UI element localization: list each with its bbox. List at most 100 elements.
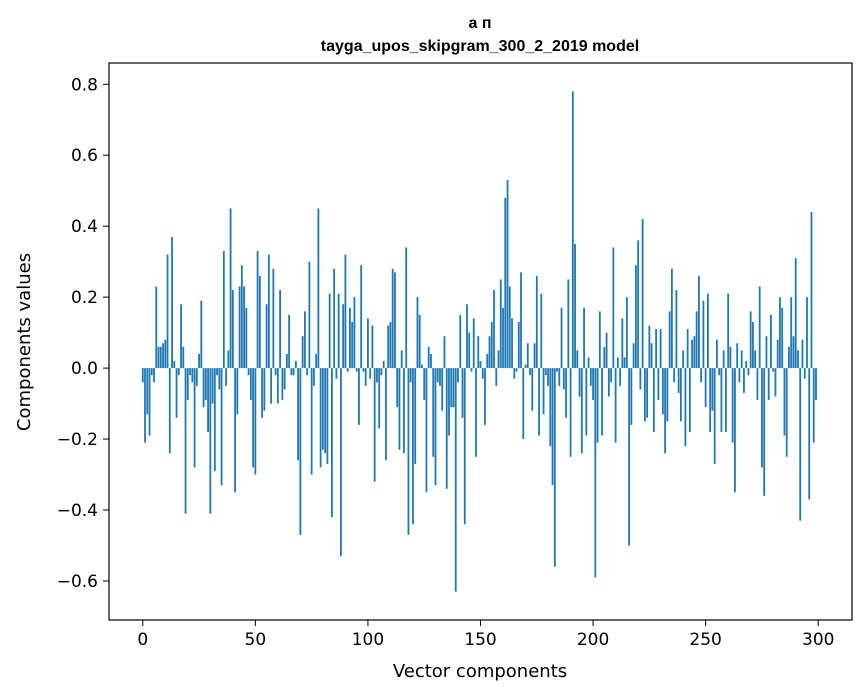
bar-component-292 [799, 368, 802, 521]
bar-component-69 [297, 368, 300, 461]
bar-component-230 [659, 329, 662, 369]
bar-component-192 [574, 243, 576, 369]
bar-component-148 [475, 368, 477, 457]
bar-component-184 [556, 368, 558, 372]
bar-component-24 [195, 368, 198, 386]
bar-component-130 [434, 368, 437, 486]
bar-component-119 [409, 368, 412, 383]
bar-component-124 [421, 364, 423, 369]
bar-component-57 [270, 368, 273, 404]
bar-component-141 [459, 314, 462, 369]
bar-component-183 [553, 368, 556, 567]
bar-component-193 [576, 350, 579, 369]
bar-component-257 [720, 368, 723, 432]
bar-component-200 [592, 368, 594, 401]
bar-component-102 [371, 325, 374, 369]
bar-component-194 [578, 368, 581, 397]
bar-component-278 [767, 368, 770, 401]
bar-component-178 [542, 368, 545, 415]
bar-component-161 [504, 197, 507, 369]
bar-component-189 [567, 279, 570, 369]
bar-component-81 [324, 368, 327, 454]
bar-component-215 [625, 297, 628, 369]
x-tick-label: 300 [802, 630, 834, 650]
bar-component-269 [747, 368, 750, 376]
bar-component-15 [175, 368, 178, 418]
bar-component-5 [153, 368, 155, 383]
y-tick-label: −0.2 [57, 430, 98, 450]
bar-component-235 [670, 268, 673, 369]
bar-component-185 [558, 368, 561, 386]
bar-component-274 [758, 286, 761, 369]
x-axis-label: Vector components [393, 661, 567, 682]
bar-component-86 [335, 368, 338, 379]
bar-component-97 [360, 265, 363, 369]
bar-component-252 [709, 368, 712, 432]
bar-component-208 [610, 368, 612, 383]
bar-component-244 [691, 339, 694, 369]
bar-component-286 [785, 368, 788, 457]
bar-component-218 [632, 343, 635, 369]
bar-component-279 [770, 314, 772, 369]
bar-component-188 [565, 368, 567, 418]
bar-component-92 [349, 307, 351, 369]
bar-component-144 [466, 304, 468, 369]
bar-component-237 [675, 290, 678, 369]
bar-component-205 [603, 346, 606, 369]
bar-component-112 [394, 272, 396, 369]
bar-component-67 [292, 368, 295, 376]
bar-component-101 [369, 368, 372, 379]
bar-component-108 [385, 368, 387, 461]
bar-component-131 [436, 368, 439, 383]
bar-component-106 [380, 368, 383, 376]
bar-component-291 [797, 350, 799, 369]
bar-component-125 [423, 368, 426, 401]
bar-component-243 [688, 368, 691, 432]
bar-component-54 [263, 368, 266, 411]
bar-component-203 [598, 311, 601, 369]
x-tick-label: 200 [577, 630, 609, 650]
y-tick-label: −0.6 [57, 572, 98, 592]
bar-component-299 [815, 368, 817, 401]
bar-component-248 [700, 368, 703, 383]
bar-component-107 [382, 361, 385, 369]
bar-component-221 [639, 368, 642, 390]
bar-component-288 [790, 297, 793, 369]
bar-component-78 [317, 208, 320, 369]
bar-component-28 [204, 368, 207, 401]
bar-component-55 [265, 304, 268, 369]
bar-component-285 [783, 368, 786, 436]
bar-component-165 [513, 368, 516, 379]
bar-component-34 [218, 368, 221, 390]
x-tick-label: 250 [689, 630, 721, 650]
bar-component-191 [571, 91, 574, 369]
y-axis-label: Components values [14, 253, 35, 431]
bar-component-295 [806, 297, 808, 369]
bar-component-223 [643, 368, 646, 422]
bar-component-52 [258, 275, 261, 369]
bar-component-229 [657, 368, 660, 401]
bar-component-64 [285, 353, 288, 369]
bar-component-270 [749, 311, 752, 369]
x-tick-label: 100 [352, 630, 384, 650]
bar-component-273 [756, 368, 759, 401]
bar-component-253 [711, 368, 714, 411]
bar-component-31 [211, 368, 214, 404]
bar-component-151 [481, 368, 484, 379]
bar-component-98 [362, 368, 365, 372]
x-tick-label: 50 [245, 630, 267, 650]
bar-component-105 [378, 368, 381, 429]
bar-component-271 [752, 321, 754, 369]
bar-component-115 [400, 350, 403, 369]
bar-component-60 [276, 368, 279, 404]
bar-component-38 [227, 350, 230, 369]
bar-component-53 [261, 368, 263, 418]
bar-component-83 [328, 293, 331, 369]
bar-component-132 [439, 368, 441, 386]
bar-component-216 [628, 368, 630, 546]
bar-component-182 [551, 368, 554, 486]
bar-component-109 [387, 325, 390, 369]
bar-component-207 [607, 368, 610, 397]
bar-component-245 [693, 336, 696, 369]
bar-component-48 [249, 368, 252, 401]
